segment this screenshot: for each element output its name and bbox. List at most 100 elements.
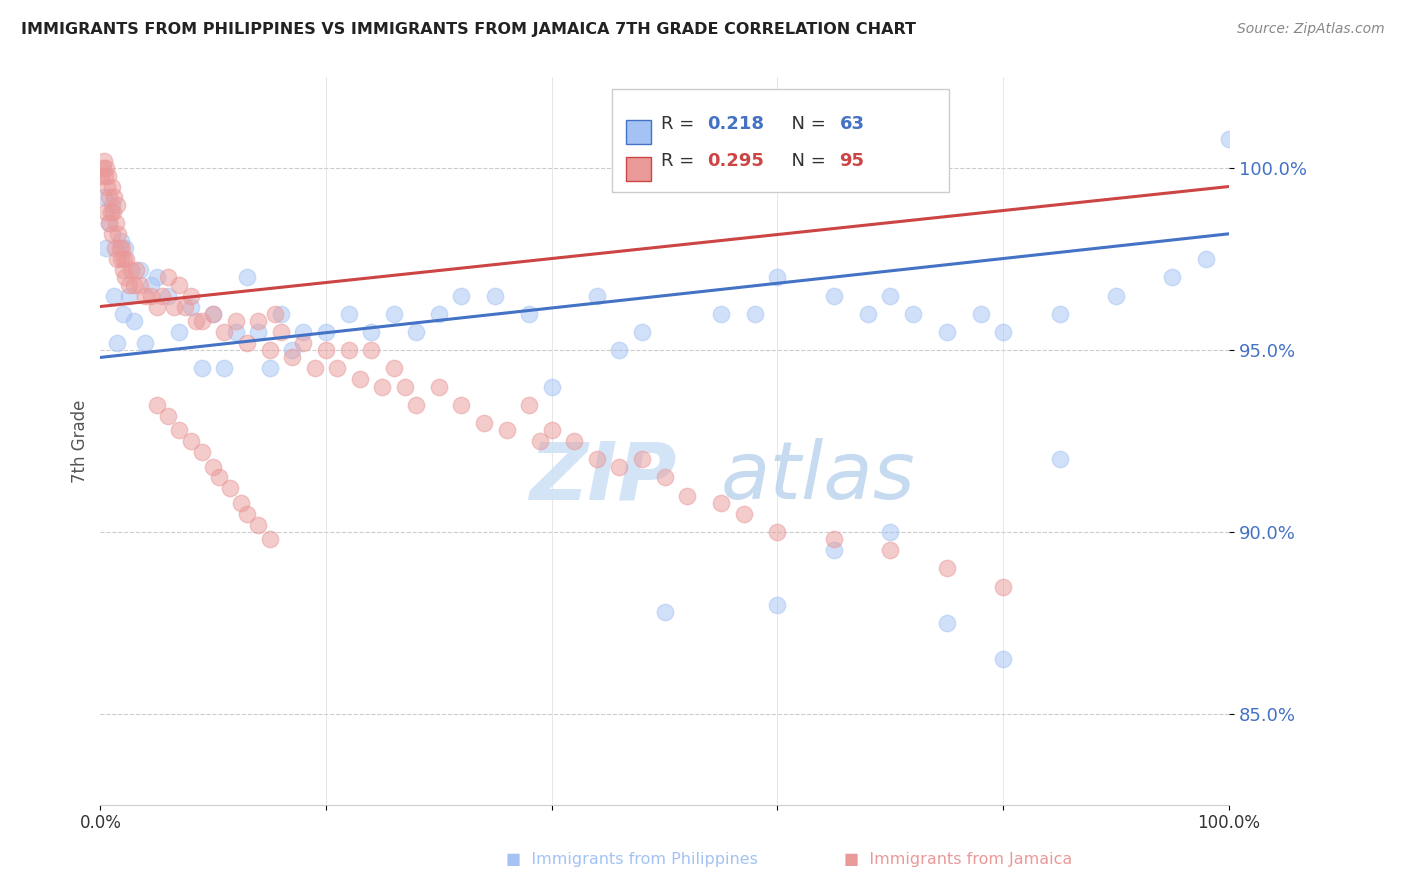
- Point: [125, 263, 148, 277]
- Point: [879, 543, 901, 558]
- Point: [484, 288, 506, 302]
- Point: [901, 307, 924, 321]
- Point: [304, 361, 326, 376]
- Point: [169, 423, 191, 437]
- Point: [259, 533, 281, 547]
- Point: [1049, 452, 1071, 467]
- Text: N =: N =: [780, 115, 832, 133]
- Point: [562, 434, 585, 448]
- Point: [517, 398, 540, 412]
- Point: [609, 343, 631, 358]
- Point: [766, 524, 789, 539]
- Point: [96, 179, 118, 194]
- Point: [180, 300, 202, 314]
- Point: [180, 434, 202, 448]
- Point: [180, 288, 202, 302]
- Point: [214, 361, 236, 376]
- Point: [281, 343, 304, 358]
- Point: [97, 169, 120, 183]
- Point: [823, 288, 845, 302]
- Text: N =: N =: [780, 153, 832, 170]
- Point: [100, 197, 122, 211]
- Point: [472, 416, 495, 430]
- Point: [114, 241, 136, 255]
- Point: [202, 307, 225, 321]
- Point: [236, 335, 259, 350]
- Point: [163, 300, 186, 314]
- Text: 63: 63: [839, 115, 865, 133]
- Point: [823, 533, 845, 547]
- Point: [100, 227, 122, 241]
- Point: [152, 288, 174, 302]
- Point: [856, 307, 879, 321]
- Point: [93, 154, 115, 169]
- Point: [292, 325, 315, 339]
- Point: [1195, 252, 1218, 267]
- Point: [935, 325, 957, 339]
- Point: [259, 343, 281, 358]
- Point: [117, 288, 139, 302]
- Point: [264, 307, 287, 321]
- Point: [281, 351, 304, 365]
- Point: [134, 335, 156, 350]
- Point: [247, 325, 270, 339]
- Point: [382, 307, 405, 321]
- Point: [710, 307, 733, 321]
- Point: [105, 197, 128, 211]
- Point: [110, 234, 132, 248]
- Point: [270, 307, 292, 321]
- Point: [115, 252, 138, 267]
- Point: [157, 409, 180, 423]
- Point: [326, 361, 349, 376]
- Point: [91, 161, 114, 176]
- Point: [208, 470, 231, 484]
- Point: [337, 343, 360, 358]
- Point: [371, 379, 394, 393]
- Point: [586, 452, 609, 467]
- Point: [100, 179, 122, 194]
- Point: [529, 434, 551, 448]
- Point: [710, 496, 733, 510]
- Point: [104, 241, 127, 255]
- Point: [631, 325, 654, 339]
- Point: [495, 423, 517, 437]
- Point: [157, 270, 180, 285]
- Point: [1161, 270, 1184, 285]
- Point: [93, 190, 115, 204]
- Point: [236, 270, 259, 285]
- Point: [191, 445, 214, 459]
- Point: [128, 263, 150, 277]
- Point: [969, 307, 991, 321]
- Point: [101, 205, 124, 219]
- Point: [146, 398, 169, 412]
- Point: [169, 277, 191, 292]
- Point: [111, 307, 134, 321]
- Point: [219, 481, 242, 495]
- Point: [247, 517, 270, 532]
- Point: [111, 241, 134, 255]
- Point: [654, 470, 676, 484]
- Point: [103, 288, 125, 302]
- Point: [394, 379, 416, 393]
- Point: [654, 605, 676, 619]
- Point: [191, 314, 214, 328]
- Point: [169, 325, 191, 339]
- Point: [517, 307, 540, 321]
- Point: [225, 325, 247, 339]
- Text: ■  Immigrants from Philippines: ■ Immigrants from Philippines: [506, 852, 758, 867]
- Point: [122, 314, 145, 328]
- Point: [315, 343, 337, 358]
- Text: ZIP: ZIP: [529, 439, 676, 516]
- Point: [110, 252, 132, 267]
- Point: [98, 216, 121, 230]
- Point: [186, 314, 208, 328]
- Point: [236, 507, 259, 521]
- Point: [733, 507, 755, 521]
- Point: [157, 288, 180, 302]
- Point: [879, 288, 901, 302]
- Point: [247, 314, 270, 328]
- Point: [427, 307, 450, 321]
- Text: 95: 95: [839, 153, 865, 170]
- Text: R =: R =: [661, 115, 700, 133]
- Point: [139, 277, 162, 292]
